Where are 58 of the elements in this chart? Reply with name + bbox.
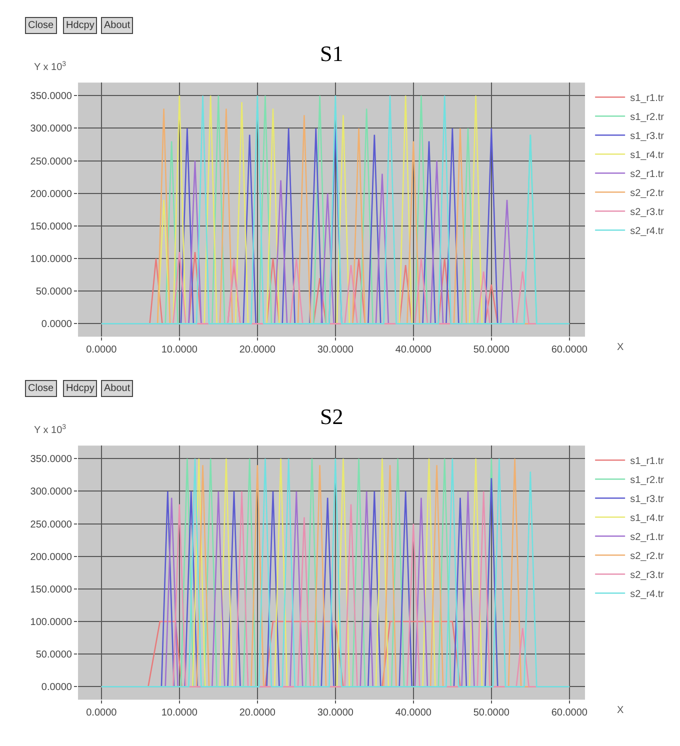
x-tick-label: 30.0000 — [317, 708, 354, 719]
x-tick-label: 50.0000 — [473, 708, 510, 719]
legend-label: s2_r1.tr — [630, 532, 665, 543]
chart-title: S1 — [320, 41, 344, 66]
y-tick-label: 300.0000 — [30, 124, 72, 135]
y-tick-label: 150.0000 — [30, 221, 72, 232]
x-tick-label: 0.0000 — [86, 344, 118, 356]
text: About — [104, 20, 130, 31]
y-axis-title: Y x 10$^{3}$ — [34, 61, 66, 74]
y-tick-label: 0.0000 — [41, 319, 72, 330]
legend-label: s2_r2.tr — [630, 188, 665, 199]
legend-label: s2_r3.tr — [630, 207, 665, 218]
legend-label: s1_r4.tr — [630, 513, 665, 524]
text: Hdcpy — [66, 383, 94, 394]
y-tick-label: 300.0000 — [30, 486, 72, 498]
legend-label: s2_r3.tr — [630, 570, 665, 581]
y-tick-label: 350.0000 — [30, 454, 72, 466]
legend-label: s2_r4.tr — [630, 226, 665, 237]
x-tick-label: 10.0000 — [161, 708, 198, 719]
x-tick-label: 20.0000 — [239, 708, 276, 719]
y-tick-label: 350.0000 — [30, 91, 72, 102]
x-axis-title: X — [617, 342, 624, 353]
x-tick-label: 50.0000 — [473, 344, 510, 356]
x-tick-label: 0.0000 — [86, 708, 118, 719]
x-tick-label: 60.0000 — [551, 708, 588, 719]
y-tick-label: 150.0000 — [30, 584, 72, 596]
legend-label: s1_r4.tr — [630, 150, 665, 161]
text: Hdcpy — [66, 20, 94, 31]
legend-label: s2_r1.tr — [630, 169, 665, 180]
legend-label: s1_r1.tr — [630, 93, 665, 104]
x-tick-label: 40.0000 — [395, 708, 432, 719]
legend-label: s1_r3.tr — [630, 131, 665, 142]
y-tick-label: 100.0000 — [30, 617, 72, 628]
text: Close — [28, 383, 54, 394]
legend-label: s2_r2.tr — [630, 551, 665, 562]
text: About — [104, 383, 130, 394]
y-tick-label: 250.0000 — [30, 519, 72, 530]
x-tick-label: 20.0000 — [239, 344, 276, 356]
legend-label: s1_r3.tr — [630, 494, 665, 505]
legend-label: s2_r4.tr — [630, 589, 665, 600]
x-axis-title: X — [617, 705, 624, 716]
y-tick-label: 250.0000 — [30, 156, 72, 168]
y-tick-label: 50.0000 — [36, 650, 72, 661]
y-tick-label: 100.0000 — [30, 254, 72, 266]
x-tick-label: 60.0000 — [551, 344, 588, 356]
text: Close — [28, 20, 54, 31]
y-tick-label: 200.0000 — [30, 188, 72, 200]
legend-label: s1_r2.tr — [630, 112, 665, 123]
x-tick-label: 30.0000 — [317, 344, 354, 356]
y-axis-title: Y x 10$^{3}$ — [34, 424, 66, 436]
y-tick-label: 200.0000 — [30, 552, 72, 563]
legend-label: s1_r1.tr — [630, 456, 665, 467]
y-tick-label: 50.0000 — [36, 286, 72, 298]
x-tick-label: 10.0000 — [161, 344, 198, 356]
chart-title: S2 — [320, 404, 344, 429]
y-tick-label: 0.0000 — [41, 682, 72, 694]
legend-label: s1_r2.tr — [630, 475, 665, 486]
x-tick-label: 40.0000 — [395, 344, 432, 356]
